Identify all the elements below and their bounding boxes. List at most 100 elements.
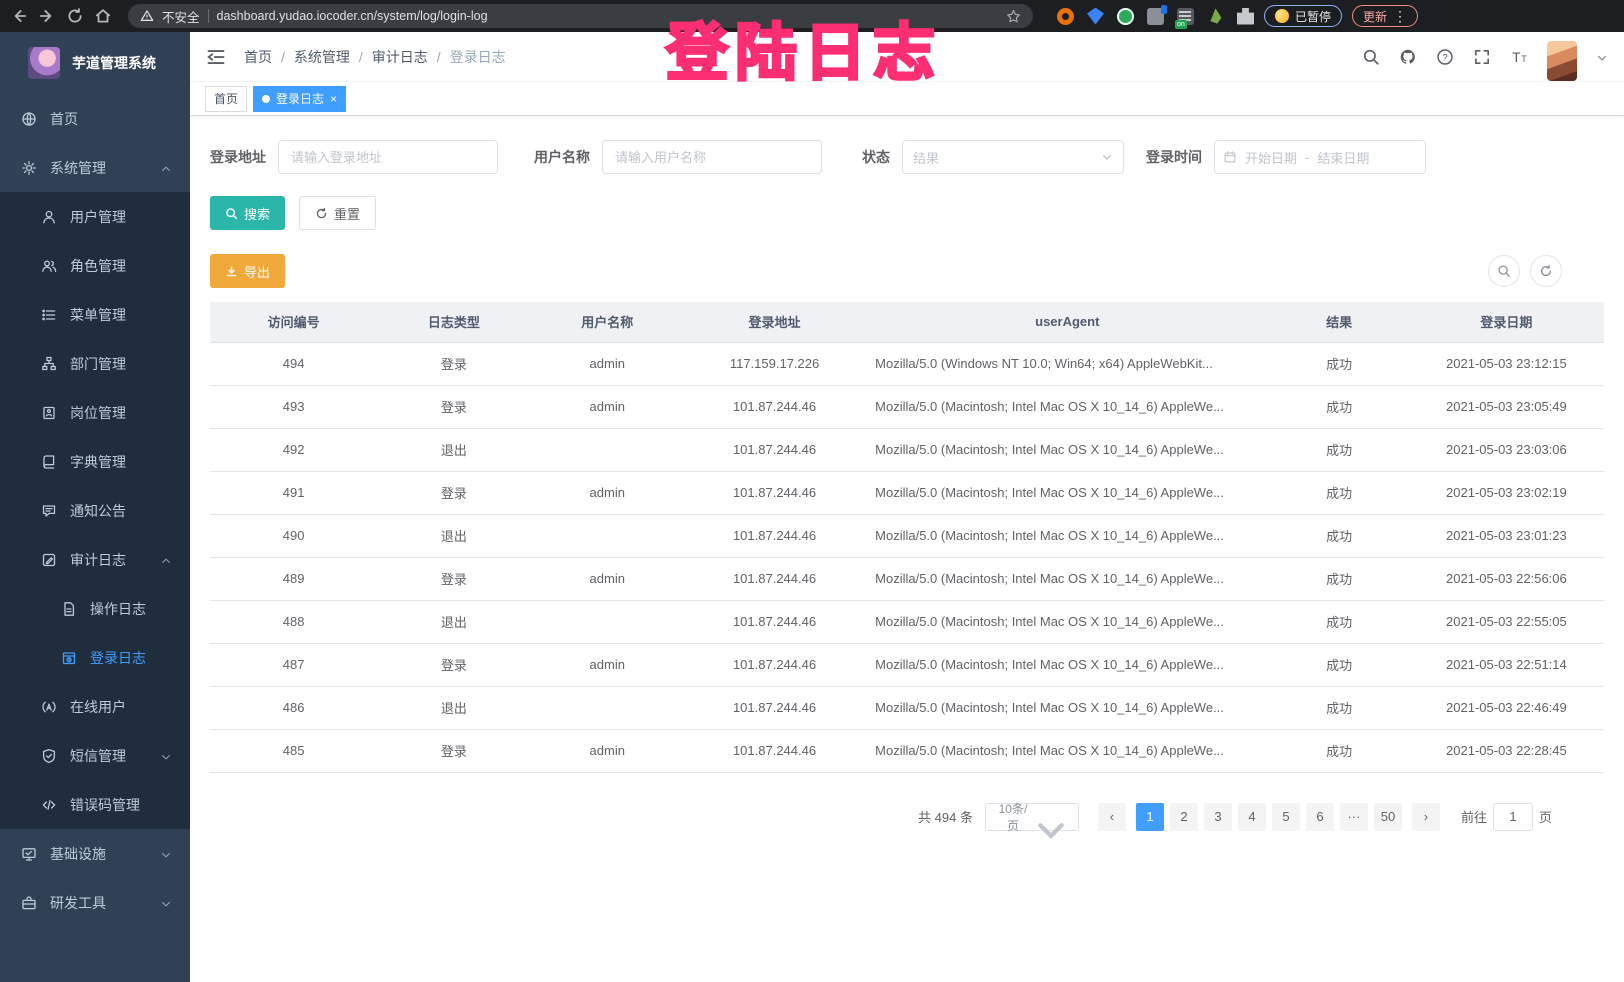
sidebar-item-5[interactable]: 部门管理 (0, 339, 190, 388)
pager-page-4[interactable]: 4 (1237, 802, 1266, 831)
cell-visit-id: 486 (210, 686, 378, 730)
avatar[interactable] (1547, 40, 1577, 81)
cell-login-date: 2021-05-03 23:01:23 (1408, 514, 1604, 558)
bookmark-star-icon[interactable] (1006, 9, 1021, 24)
goto-suffix: 页 (1538, 810, 1552, 825)
breadcrumb-item[interactable]: 登录日志 (449, 48, 506, 65)
refresh-table-button[interactable] (1530, 255, 1562, 287)
extension-leaf-icon[interactable] (1210, 8, 1222, 24)
pager-page-50[interactable]: 50 (1373, 802, 1402, 831)
sidebar-item-3[interactable]: 角色管理 (0, 241, 190, 290)
search-button[interactable]: 搜索 (210, 196, 286, 230)
sidebar-item-16[interactable]: 研发工具 (0, 878, 190, 927)
tag-1[interactable]: 登录日志 × (253, 85, 347, 112)
cell-visit-id: 489 (210, 557, 378, 601)
sidebar-item-1[interactable]: 系统管理 (0, 143, 190, 192)
breadcrumb-item[interactable]: 首页 (244, 48, 272, 65)
sidebar-item-label: 菜单管理 (70, 306, 126, 323)
extension-grid-icon[interactable] (1147, 4, 1167, 25)
sidebar-menu: 首页 系统管理 用户管理角色管理菜单管理部门管理 岗位管理 字典管理 通知公告 审计日志 操作… (0, 94, 190, 927)
status-label: 状态 (862, 149, 890, 165)
goto-page-input[interactable] (1492, 802, 1533, 831)
sidebar-item-label: 错误码管理 (70, 796, 140, 813)
security-label[interactable]: 不安全 (162, 10, 200, 25)
pager-ellipsis[interactable]: ··· (1339, 802, 1368, 831)
status-select[interactable]: 结果 (902, 140, 1124, 174)
reload-icon[interactable] (66, 7, 84, 25)
chevron-down-icon[interactable] (1596, 51, 1608, 63)
sidebar-item-label: 角色管理 (70, 257, 126, 274)
svg-text:?: ? (1442, 52, 1447, 63)
page-size-select[interactable]: 10条/页 (984, 802, 1079, 839)
sidebar-item-4[interactable]: 菜单管理 (0, 290, 190, 339)
cell-login-date: 2021-05-03 23:05:49 (1408, 385, 1604, 429)
cell-log-type: 登录 (377, 729, 531, 773)
sidebar-item-9[interactable]: 审计日志 (0, 535, 190, 584)
sidebar-item-0[interactable]: 首页 (0, 94, 190, 143)
sidebar-item-2[interactable]: 用户管理 (0, 192, 190, 241)
refresh-icon (1539, 264, 1553, 278)
back-icon[interactable] (10, 7, 28, 25)
forward-icon[interactable] (38, 7, 56, 25)
sidebar-item-10[interactable]: 操作日志 (0, 584, 190, 633)
username-input[interactable] (602, 140, 822, 174)
update-chip-label: 更新 (1363, 9, 1388, 24)
close-icon[interactable]: × (330, 91, 338, 106)
paused-chip[interactable]: 已暂停 (1264, 5, 1343, 27)
app-logo[interactable]: 芋道管理系统 (0, 32, 190, 94)
toggle-search-button[interactable] (1488, 255, 1520, 287)
home-icon[interactable] (94, 7, 112, 25)
browser-menu-icon[interactable]: ⋮ (1393, 7, 1408, 24)
cell-login-address: 101.87.244.46 (683, 428, 866, 472)
cell-user-agent: Mozilla/5.0 (Macintosh; Intel Mac OS X 1… (865, 600, 1270, 644)
login-address-input[interactable] (278, 140, 498, 174)
cell-username: admin (530, 729, 684, 773)
pager-page-3[interactable]: 3 (1203, 802, 1232, 831)
reset-button[interactable]: 重置 (299, 196, 377, 230)
sidebar-item-13[interactable]: 短信管理 (0, 731, 190, 780)
update-chip[interactable]: 更新 ⋮ (1352, 5, 1419, 27)
extensions-puzzle-icon[interactable] (1237, 7, 1254, 25)
org-tree-icon (41, 356, 57, 372)
breadcrumb-item[interactable]: 系统管理 (293, 48, 350, 65)
pager-page-1[interactable]: 1 (1135, 802, 1164, 831)
active-tag-dot (262, 94, 271, 103)
download-icon (225, 265, 238, 278)
sidebar-item-6[interactable]: 岗位管理 (0, 388, 190, 437)
github-icon[interactable] (1399, 48, 1417, 66)
fullscreen-icon[interactable] (1473, 48, 1491, 66)
pager-prev-button[interactable]: ‹ (1097, 802, 1126, 831)
sidebar-item-7[interactable]: 字典管理 (0, 437, 190, 486)
table-row: 490 退出 101.87.244.46 Mozilla/5.0 (Macintosh… (210, 514, 1604, 558)
extension-green-icon[interactable] (1117, 7, 1134, 25)
extension-blue-gem-icon[interactable] (1087, 7, 1104, 25)
export-button[interactable]: 导出 (210, 254, 286, 288)
sidebar-item-15[interactable]: 基础设施 (0, 829, 190, 878)
search-icon[interactable] (1362, 48, 1380, 66)
cell-visit-id: 485 (210, 729, 378, 773)
address-bar[interactable]: 不安全 dashboard.yudao.iocoder.cn/system/lo… (128, 4, 1033, 28)
login-time-range-picker[interactable]: 开始日期 - 结束日期 (1214, 140, 1426, 174)
pager-page-2[interactable]: 2 (1169, 802, 1198, 831)
cell-visit-id: 491 (210, 471, 378, 515)
help-icon[interactable]: ? (1436, 48, 1454, 66)
cell-visit-id: 488 (210, 600, 378, 644)
sidebar-item-14[interactable]: 错误码管理 (0, 780, 190, 829)
breadcrumb-item[interactable]: 审计日志 (371, 48, 428, 65)
sidebar-item-11[interactable]: 登录日志 (0, 633, 190, 682)
search-button-label: 搜索 (244, 206, 271, 222)
pager-page-5[interactable]: 5 (1271, 802, 1300, 831)
breadcrumb-separator: / (281, 48, 285, 65)
extension-list-icon[interactable]: on (1175, 7, 1194, 29)
sidebar-item-12[interactable]: 在线用户 (0, 682, 190, 731)
collapse-sidebar-icon[interactable] (206, 47, 226, 67)
sidebar-item-8[interactable]: 通知公告 (0, 486, 190, 535)
url-text[interactable]: dashboard.yudao.iocoder.cn/system/log/lo… (216, 9, 488, 23)
col-result: 结果 (1269, 302, 1409, 343)
pager-page-6[interactable]: 6 (1305, 802, 1334, 831)
tag-0[interactable]: 首页 (205, 85, 248, 112)
extension-orange-icon[interactable] (1057, 7, 1074, 25)
pager-next-button[interactable]: › (1411, 802, 1440, 831)
